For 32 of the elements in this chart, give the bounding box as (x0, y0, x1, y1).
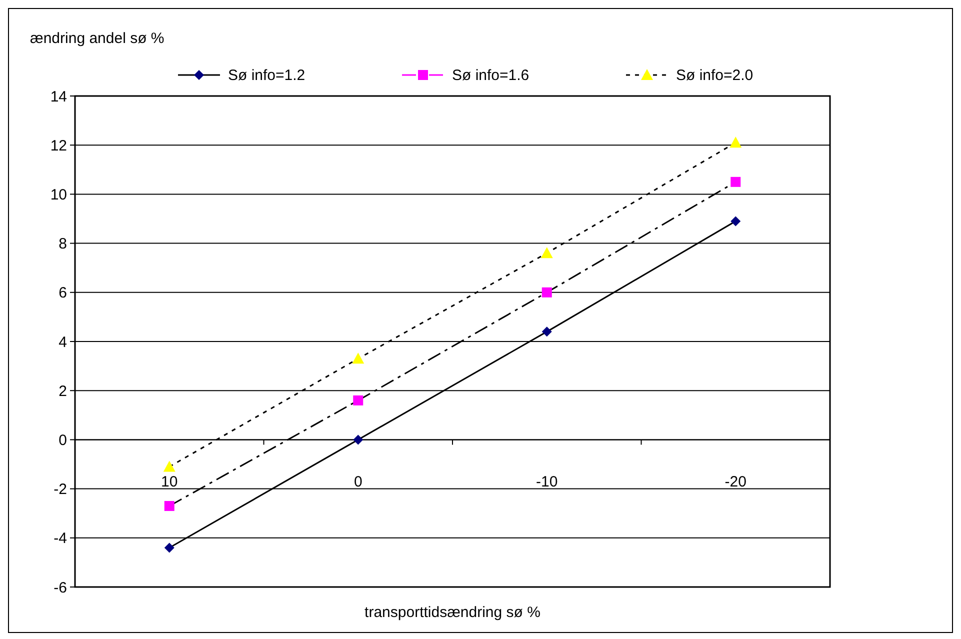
x-tick-label: 10 (161, 474, 178, 491)
y-tick-label: 8 (58, 236, 67, 253)
y-tick-label: 10 (50, 186, 67, 204)
y-tick-label: 2 (58, 382, 67, 400)
point (540, 247, 553, 258)
point (163, 460, 176, 472)
y-tick-label: 12 (50, 137, 67, 154)
x-tick-label: 0 (354, 474, 362, 491)
point (730, 176, 741, 187)
y-axis-title: ændring andel sø % (30, 30, 164, 47)
y-tick-label: 4 (58, 334, 67, 351)
legend-label: Sø info=1.2 (228, 67, 306, 84)
legend-label: Sø info=2.0 (676, 67, 754, 84)
y-tick-label: -6 (54, 579, 67, 596)
y-tick-label: 14 (50, 88, 67, 106)
y-tick-label: -2 (54, 481, 67, 498)
point (730, 136, 742, 148)
point (164, 500, 174, 511)
point (542, 287, 552, 298)
point (352, 352, 364, 364)
point (542, 326, 552, 337)
point (164, 542, 174, 553)
x-axis-title: transporttidsændring sø % (364, 604, 540, 621)
y-tick-label: -4 (54, 530, 67, 548)
x-tick-label: -10 (536, 474, 558, 491)
legend-label: Sø info=1.6 (452, 67, 530, 84)
x-tick-label: -20 (724, 474, 746, 491)
y-tick-label: 6 (58, 284, 67, 302)
point (353, 395, 364, 406)
point (353, 434, 364, 445)
y-tick-label: 0 (58, 432, 67, 449)
point (730, 216, 741, 226)
